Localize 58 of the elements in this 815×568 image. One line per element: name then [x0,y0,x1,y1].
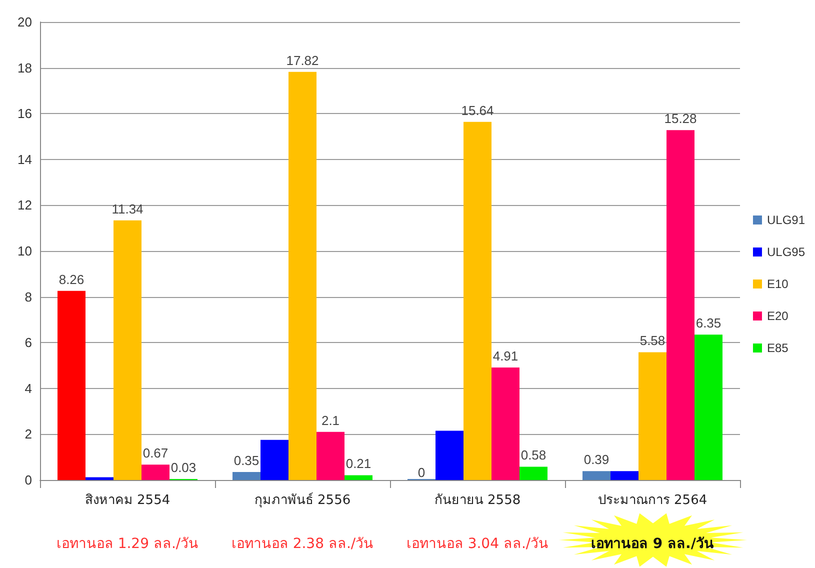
bar [492,368,520,480]
data-label: 5.58 [640,333,666,348]
data-label: 4.91 [492,348,518,364]
y-tick-label: 20 [18,14,32,30]
y-tick-label: 12 [18,198,32,213]
y-tick-label: 2 [24,426,32,442]
x-tick-label: ประมาณการ 2564 [598,493,708,508]
data-label: 0.03 [170,460,196,475]
text: เอทานอล 3.04 ลล./วัน [406,535,549,554]
y-tick-label: 6 [24,335,32,350]
bar [114,220,142,480]
data-label: 0.21 [346,456,372,472]
data-label: 0 [418,465,426,480]
x-tick-label: สิงหาคม 2554 [84,493,170,508]
data-label: 2.1 [321,412,340,428]
data-label: 17.82 [286,52,319,68]
y-tick-label: 8 [24,289,32,304]
data-label: 0.67 [142,446,168,461]
bar [464,122,492,480]
bar [436,430,464,480]
data-label: 0.39 [584,452,610,468]
data-label: 0.35 [234,452,260,468]
bar [520,466,548,480]
legend-label: ULG91 [766,213,806,227]
bar [344,475,372,480]
bar [260,440,288,480]
data-label: 11.34 [112,201,144,216]
bar [610,471,638,480]
bar [58,290,86,480]
legend-label: E20 [766,309,789,323]
data-label: 6.35 [696,316,722,331]
data-label: 8.26 [58,272,84,287]
y-tick-label: 18 [18,60,32,76]
y-tick-label: 14 [18,152,32,167]
y-tick-label: 10 [18,244,32,258]
legend-label: ULG95 [766,245,806,259]
bar [142,464,170,480]
data-label: 0.58 [520,448,546,463]
x-tick-label: กันยายน 2558 [434,493,521,508]
bar [316,432,344,480]
data-label: 15.64 [461,102,494,118]
data-label: 15.28 [664,111,697,126]
bar [288,72,316,480]
y-tick-label: 4 [24,380,32,396]
bar [694,334,722,480]
bar [638,352,666,480]
text: เอทานอล 1.29 ลล./วัน [56,535,199,554]
y-tick-label: 0 [24,472,32,488]
bar [232,472,260,480]
text: เอทานอล 2.38 ลล./วัน [231,535,374,554]
bar [582,471,610,480]
legend-label: E85 [766,341,789,355]
legend-label: E10 [766,277,789,291]
y-tick-label: 16 [18,106,32,122]
bar [86,477,114,480]
x-tick-label: กุมภาพันธ์ 2556 [254,492,351,508]
text: เอทานอล 9 ลล./วัน [591,535,714,554]
bar [666,130,694,480]
